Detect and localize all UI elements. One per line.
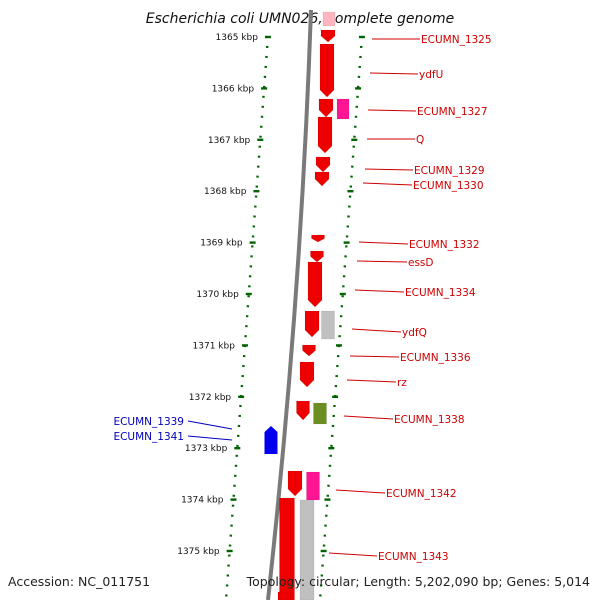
gene-ecumn-1334[interactable] — [307, 261, 323, 308]
label-leader-line — [354, 289, 405, 293]
scale-tick-label: 1372 kbp — [189, 393, 232, 403]
gene-ecumn-1325[interactable] — [320, 29, 336, 43]
gene-label-left[interactable]: ECUMN_1341 — [113, 431, 184, 443]
gene-label-right[interactable]: Q — [416, 134, 424, 146]
label-leader-line — [349, 355, 400, 358]
gene-label-right[interactable]: ECUMN_1336 — [400, 352, 471, 364]
map-title: Escherichia coli UMN026, complete genome — [146, 11, 454, 27]
gene-label-right[interactable]: ECUMN_1332 — [409, 239, 480, 251]
label-leader-line — [367, 109, 417, 112]
label-leader-line — [328, 552, 378, 557]
right-scale-track — [318, 35, 364, 600]
label-leader-line — [351, 328, 402, 333]
scale-tick-label: 1371 kbp — [193, 341, 236, 351]
gene-pink-1[interactable] — [336, 98, 350, 120]
label-leader-line — [356, 260, 408, 263]
gene-ecumn-1332[interactable] — [311, 234, 325, 243]
gene-essd[interactable] — [310, 250, 324, 263]
gene-q[interactable] — [317, 116, 333, 154]
gene-features — [264, 11, 350, 600]
gene-label-right[interactable]: ECUMN_1342 — [386, 488, 457, 500]
gene-ydfu[interactable] — [319, 43, 335, 98]
gene-pink-2[interactable] — [306, 471, 320, 501]
gene-label-right[interactable]: ECUMN_1325 — [421, 34, 492, 46]
gene-label-right[interactable]: essD — [408, 257, 434, 269]
label-leader-line — [362, 182, 413, 186]
gene-ecumn-1336[interactable] — [302, 344, 316, 357]
gene-label-right[interactable]: ECUMN_1338 — [394, 414, 465, 426]
gene-rz[interactable] — [299, 361, 315, 388]
gene-label-right[interactable]: ECUMN_1330 — [413, 180, 484, 192]
gene-label-right[interactable]: ECUMN_1327 — [417, 106, 488, 118]
gene-labels: ECUMN_1325 ydfU ECUMN_1327 Q ECUMN_1329 ECUMN… — [113, 34, 491, 563]
genome-backbone — [266, 9, 313, 600]
gene-label-left[interactable]: ECUMN_1339 — [113, 416, 184, 428]
scale-tick-label: 1369 kbp — [200, 239, 243, 249]
label-leader-line — [358, 241, 409, 245]
gene-ecumn-1330[interactable] — [314, 171, 330, 187]
scale-tick-label: 1374 kbp — [181, 496, 224, 506]
gene-ecumn-1327[interactable] — [318, 98, 334, 118]
scale-tick-label: 1368 kbp — [204, 187, 247, 197]
gene-gray-1[interactable] — [321, 310, 335, 340]
scale-tick-label: 1365 kbp — [216, 33, 259, 43]
gene-label-right[interactable]: ydfU — [419, 69, 443, 81]
label-leader-line — [335, 489, 386, 494]
gene-gray-2[interactable] — [299, 499, 315, 600]
gene-ecumn-1342[interactable] — [287, 470, 303, 497]
topology-text: Topology: circular; Length: 5,202,090 bp… — [246, 574, 590, 589]
label-leader-line — [346, 379, 397, 383]
gene-ecumn-1338[interactable] — [296, 400, 310, 421]
gene-label-right[interactable]: ECUMN_1343 — [378, 551, 449, 563]
label-leader-line — [364, 168, 414, 171]
accession-text: Accession: NC_011751 — [8, 574, 150, 589]
left-scale-track — [224, 35, 270, 600]
gene-ecumn-1329[interactable] — [315, 156, 331, 173]
scale-tick-label: 1367 kbp — [208, 136, 251, 146]
scale-tick-label: 1375 kbp — [177, 547, 220, 557]
label-leader-line — [343, 415, 394, 420]
label-leader-line — [187, 435, 233, 441]
scale-tick-label: 1366 kbp — [212, 84, 255, 94]
gene-olive[interactable] — [313, 402, 327, 425]
gene-tail[interactable] — [277, 591, 291, 600]
gene-light-pink[interactable] — [322, 11, 336, 27]
gene-label-right[interactable]: ECUMN_1329 — [414, 165, 485, 177]
undefined[interactable] — [264, 426, 278, 454]
label-leader-line — [369, 72, 419, 75]
scale-tick-label: 1370 kbp — [196, 290, 239, 300]
gene-label-right[interactable]: rz — [397, 377, 407, 389]
scale-tick-label: 1373 kbp — [185, 444, 228, 454]
label-leader-line — [187, 420, 233, 430]
gene-ydfq[interactable] — [304, 310, 320, 338]
scale-ticks: 1365 kbp 1366 kbp 1367 kbp 1368 kbp 1369 kbp… — [177, 33, 365, 557]
gene-ecumn-1343[interactable] — [279, 497, 295, 600]
gene-label-right[interactable]: ECUMN_1334 — [405, 287, 476, 299]
gene-label-right[interactable]: ydfQ — [402, 327, 427, 339]
